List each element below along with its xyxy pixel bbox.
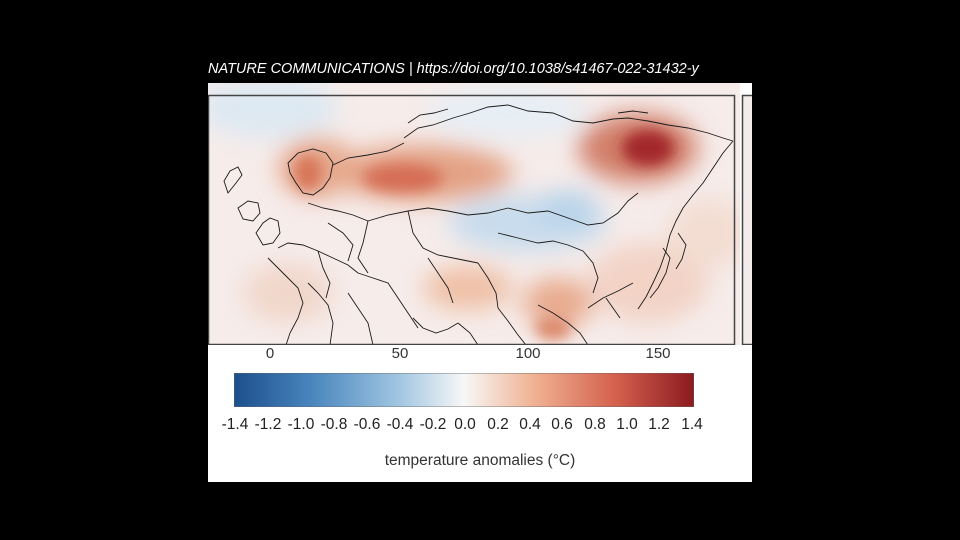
colorbar-tick: -1.4 (221, 416, 249, 433)
anomaly-map (208, 83, 752, 345)
colorbar-ticks: -1.4 -1.2 -1.0 -0.8 -0.6 -0.4 -0.2 0.0 0… (208, 416, 752, 438)
colorbar-tick: 0.0 (454, 416, 476, 433)
colorbar-tick: 1.0 (616, 416, 638, 433)
colorbar-tick: 0.4 (519, 416, 541, 433)
longitude-tick: 150 (645, 345, 671, 362)
colorbar-label: temperature anomalies (°C) (384, 452, 576, 469)
longitude-axis: 0 50 100 150 (208, 345, 752, 373)
colorbar-tick: 1.4 (681, 416, 703, 433)
colorbar-tick: 0.2 (487, 416, 509, 433)
colorbar-tick: -0.4 (386, 416, 414, 433)
map-svg (208, 83, 752, 345)
adjacent-panel-edge (741, 94, 752, 345)
figure-citation: NATURE COMMUNICATIONS | https://doi.org/… (208, 61, 699, 77)
colorbar-tick: -0.8 (320, 416, 348, 433)
colorbar-tick: 1.2 (648, 416, 670, 433)
colorbar-tick: 0.6 (551, 416, 573, 433)
colorbar (234, 373, 694, 407)
longitude-tick: 50 (391, 345, 409, 362)
colorbar-gradient (234, 373, 694, 407)
colorbar-tick: -0.6 (353, 416, 381, 433)
coastlines (223, 104, 734, 345)
colorbar-tick: -1.2 (254, 416, 282, 433)
figure-panel: 0 50 100 150 -1.4 -1.2 -1.0 -0.8 -0.6 -0… (208, 83, 752, 482)
panel-frame (208, 94, 736, 345)
longitude-tick: 0 (265, 345, 275, 362)
colorbar-tick: -1.0 (287, 416, 315, 433)
colorbar-tick: 0.8 (584, 416, 606, 433)
colorbar-tick: -0.2 (419, 416, 447, 433)
longitude-tick: 100 (515, 345, 541, 362)
